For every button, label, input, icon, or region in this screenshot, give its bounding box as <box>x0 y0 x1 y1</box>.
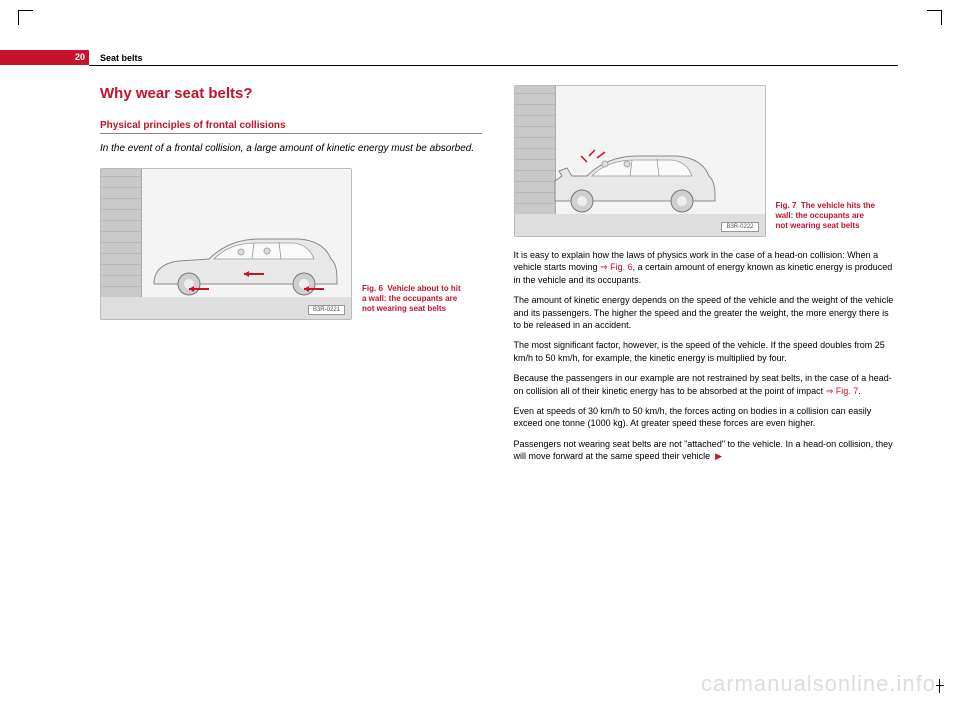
watermark-text: carmanualsonline.info <box>701 671 936 697</box>
figure-7-image: B3R-0222 <box>514 85 766 237</box>
content-columns: Why wear seat belts? Physical principles… <box>100 85 895 681</box>
manual-page: 20 Seat belts Why wear seat belts? Physi… <box>0 0 960 701</box>
figure-6-caption: Fig. 6 Vehicle about to hit a wall: the … <box>362 284 462 320</box>
page-number: 20 <box>75 50 85 65</box>
subsection-heading: Physical principles of frontal collision… <box>100 120 482 134</box>
body-paragraph: The amount of kinetic energy depends on … <box>514 294 896 331</box>
intro-paragraph: In the event of a frontal collision, a l… <box>100 142 482 156</box>
continuation-arrow-icon: ▶ <box>715 451 722 461</box>
body-paragraph: It is easy to explain how the laws of ph… <box>514 249 896 286</box>
crop-mark <box>920 679 940 699</box>
car-hit-graphic <box>527 146 717 216</box>
figure-number: Fig. 6 <box>362 284 383 293</box>
figure-code: B3R-0221 <box>308 305 345 315</box>
page-number-tab: 20 <box>0 50 89 65</box>
header-rule <box>89 65 898 66</box>
figure-6-image: B3R-0221 <box>100 168 352 320</box>
section-heading: Why wear seat belts? <box>100 85 482 102</box>
figure-7-block: B3R-0222 Fig. 7 The vehicle hits the wal… <box>514 85 896 237</box>
figure-7-caption: Fig. 7 The vehicle hits the wall: the oc… <box>776 201 876 237</box>
body-paragraph: Passengers not wearing seat belts are no… <box>514 438 896 463</box>
body-paragraph: The most significant factor, however, is… <box>514 339 896 364</box>
crop-mark <box>927 10 942 25</box>
body-paragraph: Because the passengers in our example ar… <box>514 372 896 397</box>
crop-mark <box>18 10 33 25</box>
figure-6-block: B3R-0221 Fig. 6 Vehicle about to hit a w… <box>100 168 482 320</box>
figure-reference: ⇒ Fig. 7 <box>826 386 859 396</box>
body-text: . <box>858 386 861 396</box>
car-graphic <box>149 229 339 299</box>
figure-number: Fig. 7 <box>776 201 797 210</box>
left-column: Why wear seat belts? Physical principles… <box>100 85 482 681</box>
chapter-title: Seat belts <box>100 53 143 63</box>
right-column: B3R-0222 Fig. 7 The vehicle hits the wal… <box>514 85 896 681</box>
figure-code: B3R-0222 <box>721 222 758 232</box>
figure-reference: ⇒ Fig. 6 <box>600 262 633 272</box>
body-paragraph: Even at speeds of 30 km/h to 50 km/h, th… <box>514 405 896 430</box>
body-text: Passengers not wearing seat belts are no… <box>514 439 893 461</box>
